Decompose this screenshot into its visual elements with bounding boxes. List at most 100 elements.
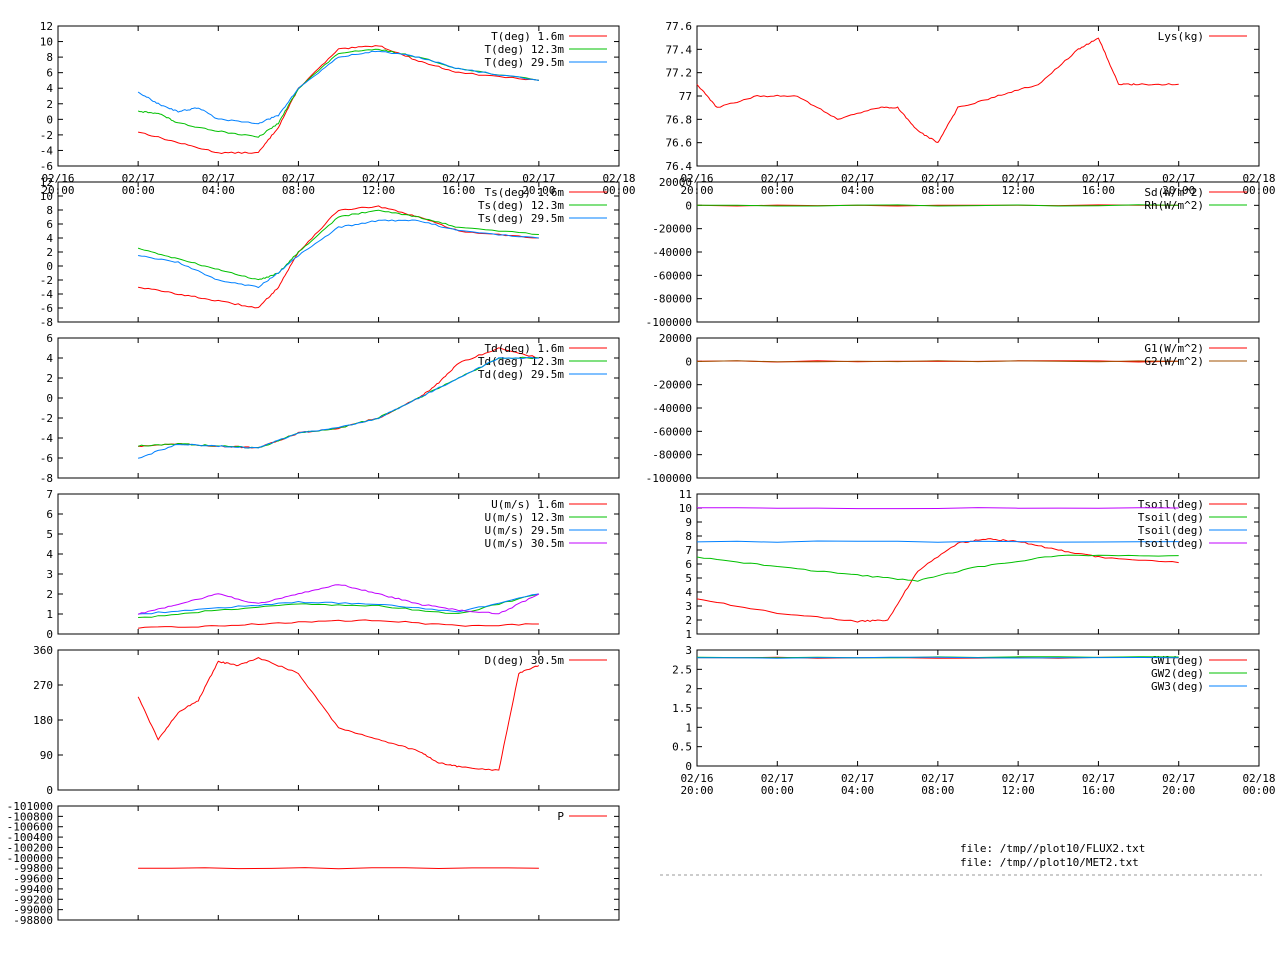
legend-label: Ts(deg) 29.5m	[478, 212, 564, 225]
y-tick-label: 12	[40, 20, 53, 33]
x-tick-label: 08:00	[282, 184, 315, 197]
y-tick-label: 0	[685, 760, 692, 773]
legend-label: Tsoil(deg)	[1138, 511, 1204, 524]
x-tick-label: 12:00	[1002, 784, 1035, 797]
series-line	[137, 50, 539, 125]
legend-label: U(m/s) 29.5m	[485, 524, 565, 537]
series-line	[696, 538, 1179, 623]
y-tick-label: -8	[40, 316, 53, 329]
y-tick-label: 2	[46, 246, 53, 259]
y-tick-label: -99200	[13, 893, 53, 906]
x-tick-label: 02/17	[1162, 772, 1195, 785]
y-tick-label: 7	[46, 488, 53, 501]
series-line	[696, 360, 1179, 363]
y-tick-label: 270	[33, 679, 53, 692]
x-tick-label: 02/16	[680, 772, 713, 785]
y-tick-label: -4	[40, 144, 54, 157]
x-tick-label: 04:00	[841, 184, 874, 197]
legend-label: U(m/s) 1.6m	[491, 498, 564, 511]
y-tick-label: 2	[46, 98, 53, 111]
x-tick-label: 20:00	[680, 784, 713, 797]
y-tick-label: 11	[679, 488, 692, 501]
y-tick-label: -6	[40, 452, 53, 465]
y-tick-label: 0	[685, 355, 692, 368]
x-tick-label: 08:00	[921, 184, 954, 197]
y-tick-label: -99000	[13, 904, 53, 917]
y-tick-label: 90	[40, 749, 53, 762]
x-tick-label: 02/17	[841, 772, 874, 785]
file-line-flux: file: /tmp//plot10/FLUX2.txt	[960, 842, 1146, 855]
x-tick-label: 02/17	[1082, 772, 1115, 785]
y-tick-label: -100000	[646, 472, 692, 485]
y-tick-label: 1	[685, 628, 692, 641]
x-tick-label: 04:00	[202, 184, 235, 197]
y-tick-label: 1	[685, 721, 692, 734]
y-tick-label: -6	[40, 302, 53, 315]
y-tick-label: 76.8	[666, 113, 693, 126]
y-tick-label: 3	[685, 600, 692, 613]
series-line	[696, 204, 1179, 207]
y-tick-label: 9	[685, 516, 692, 529]
y-tick-label: 8	[685, 530, 692, 543]
series-line	[138, 593, 540, 618]
x-tick-label: 20:00	[1162, 184, 1195, 197]
x-tick-label: 02/17	[761, 772, 794, 785]
y-tick-label: 4	[685, 586, 692, 599]
series-line	[137, 209, 539, 281]
y-tick-label: 1.5	[672, 702, 692, 715]
y-tick-label: -100000	[7, 852, 53, 865]
legend-label: U(m/s) 12.3m	[485, 511, 565, 524]
y-tick-label: -99400	[13, 883, 53, 896]
legend-label: Sd(W/m^2)	[1144, 186, 1204, 199]
legend-label: Tsoil(deg)	[1138, 537, 1204, 550]
y-tick-label: 77.4	[666, 43, 693, 56]
y-tick-label: 2.5	[672, 663, 692, 676]
y-tick-label: -20000	[652, 379, 692, 392]
series-line	[696, 554, 1179, 582]
x-tick-label: 12:00	[1002, 184, 1035, 197]
y-tick-label: 2	[685, 614, 692, 627]
y-tick-label: 2	[46, 588, 53, 601]
series-line	[696, 37, 1179, 143]
y-tick-label: -8	[40, 472, 53, 485]
y-tick-label: -2	[40, 129, 53, 142]
y-tick-label: -100600	[7, 821, 53, 834]
y-tick-label: 4	[46, 82, 53, 95]
legend-label: GW1(deg)	[1151, 654, 1204, 667]
plot-frame	[57, 25, 620, 167]
y-tick-label: 3	[46, 568, 53, 581]
y-tick-label: 6	[46, 332, 53, 345]
x-tick-label: 04:00	[841, 784, 874, 797]
y-tick-label: -40000	[652, 246, 692, 259]
y-tick-label: -60000	[652, 425, 692, 438]
legend-label: G2(W/m^2)	[1144, 355, 1204, 368]
y-tick-label: -40000	[652, 402, 692, 415]
y-tick-label: 3	[685, 644, 692, 657]
series-line	[138, 867, 539, 870]
y-tick-label: 6	[46, 218, 53, 231]
x-tick-label: 02/18	[1242, 772, 1275, 785]
y-tick-label: 0	[46, 113, 53, 126]
y-tick-label: 6	[46, 508, 53, 521]
series-line	[696, 507, 1179, 510]
y-tick-label: 0	[46, 784, 53, 797]
y-tick-label: 10	[40, 190, 53, 203]
y-tick-label: 1	[46, 608, 53, 621]
y-tick-label: 20000	[659, 332, 692, 345]
y-tick-label: 4	[46, 232, 53, 245]
y-tick-label: 10	[679, 502, 692, 515]
y-tick-label: 180	[33, 714, 53, 727]
y-tick-label: -100400	[7, 831, 53, 844]
y-tick-label: 8	[46, 204, 53, 217]
y-tick-label: 360	[33, 644, 53, 657]
series-line	[696, 204, 1179, 207]
x-tick-label: 12:00	[362, 184, 395, 197]
y-tick-label: 2	[46, 372, 53, 385]
legend-label: U(m/s) 30.5m	[485, 537, 565, 550]
x-tick-label: 16:00	[1082, 784, 1115, 797]
y-tick-label: 77.2	[666, 67, 693, 80]
plot-frame	[57, 649, 620, 791]
legend-label: Ts(deg) 12.3m	[478, 199, 564, 212]
x-tick-label: 16:00	[442, 184, 475, 197]
x-tick-label: 16:00	[1082, 184, 1115, 197]
